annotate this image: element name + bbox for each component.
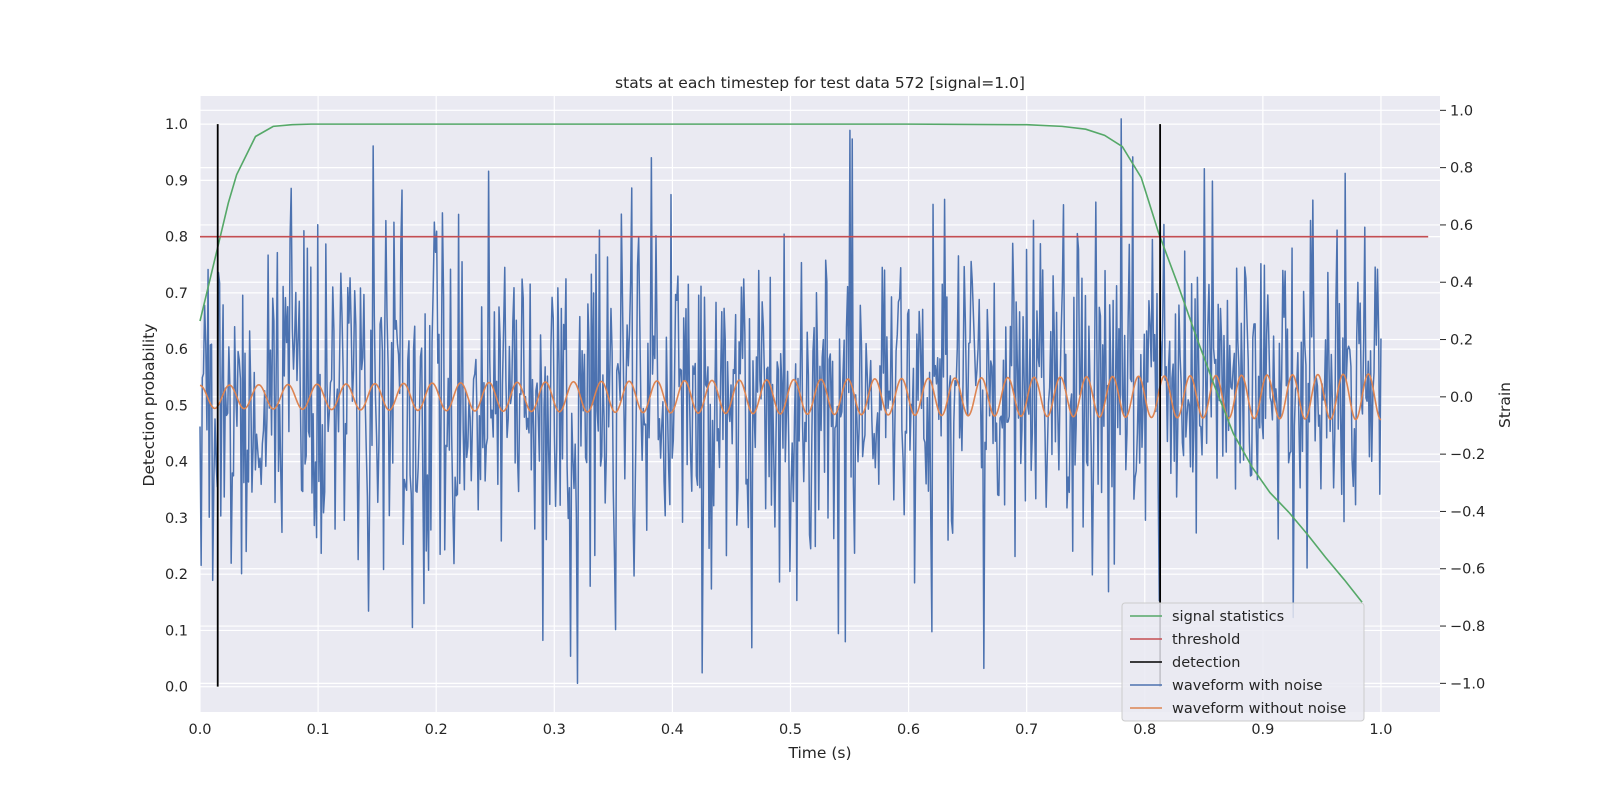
plot-lines (199, 118, 1429, 687)
y-tick-label: 0.8 (165, 230, 188, 246)
legend-label-detection: detection (1172, 655, 1240, 671)
right-y-tick-label: −0.8 (1450, 619, 1485, 635)
right-y-tick-labels: −1.0 −0.8 −0.6 −0.4 −0.2 0.0 0.2 0.4 0.6 0.8 1.0 (1440, 103, 1485, 692)
right-y-tick-label: −0.2 (1450, 447, 1485, 463)
series-waveform-without-noise (199, 373, 1382, 421)
x-tick-label: 0.3 (543, 722, 566, 738)
right-y-tick-label: 0.4 (1450, 275, 1473, 291)
x-tick-label: 0.8 (1133, 722, 1156, 738)
x-tick-label: 0.0 (188, 722, 211, 738)
legend-label-waveform-without-noise: waveform without noise (1172, 701, 1346, 717)
x-tick-label: 0.1 (307, 722, 330, 738)
x-axis-label: Time (s) (787, 744, 851, 762)
right-y-tick-label: 1.0 (1450, 103, 1473, 119)
x-tick-label: 0.7 (1015, 722, 1038, 738)
y-tick-label: 0.4 (165, 455, 188, 471)
series-waveform-with-noise (199, 118, 1382, 685)
legend-box (1121, 602, 1365, 722)
right-y-tick-label: −1.0 (1450, 676, 1485, 692)
legend-label-waveform-with-noise: waveform with noise (1172, 678, 1323, 694)
legend: signal statistics threshold detection wa… (1121, 602, 1365, 722)
legend-label-signal-statistics: signal statistics (1172, 609, 1284, 625)
y-tick-label: 0.0 (165, 680, 188, 696)
x-tick-label: 0.4 (661, 722, 684, 738)
y-tick-label: 0.3 (165, 511, 188, 527)
right-y-tick-label: 0.2 (1450, 333, 1473, 349)
x-tick-label: 1.0 (1369, 722, 1392, 738)
x-tick-labels: 0.0 0.1 0.2 0.3 0.4 0.5 0.6 0.7 0.8 0.9 1.0 (188, 722, 1392, 738)
right-y-tick-label: 0.6 (1450, 218, 1473, 234)
legend-label-threshold: threshold (1172, 632, 1240, 648)
y-tick-label: 0.2 (165, 567, 188, 583)
y-tick-label: 0.9 (165, 173, 188, 189)
y-tick-label: 1.0 (165, 117, 188, 133)
right-y-tick-label: 0.0 (1450, 390, 1473, 406)
chart-title: stats at each timestep for test data 572… (615, 74, 1025, 92)
x-tick-label: 0.5 (779, 722, 802, 738)
x-tick-label: 0.2 (425, 722, 448, 738)
x-tick-label: 0.9 (1251, 722, 1274, 738)
y-tick-label: 0.1 (165, 623, 188, 639)
series-signal-statistics (199, 123, 1363, 603)
y-tick-labels: 0.0 0.1 0.2 0.3 0.4 0.5 0.6 0.7 0.8 0.9 1.0 (165, 117, 188, 696)
y-axis-label: Detection probability (140, 324, 158, 487)
right-y-tick-label: 0.8 (1450, 161, 1473, 177)
right-y-tick-label: −0.4 (1450, 504, 1485, 520)
y-tick-label: 0.7 (165, 286, 188, 302)
y-tick-label: 0.6 (165, 342, 188, 358)
x-tick-label: 0.6 (897, 722, 920, 738)
right-y-tick-label: −0.6 (1450, 562, 1485, 578)
right-y-axis-label: Strain (1496, 382, 1514, 428)
y-tick-label: 0.5 (165, 398, 188, 414)
